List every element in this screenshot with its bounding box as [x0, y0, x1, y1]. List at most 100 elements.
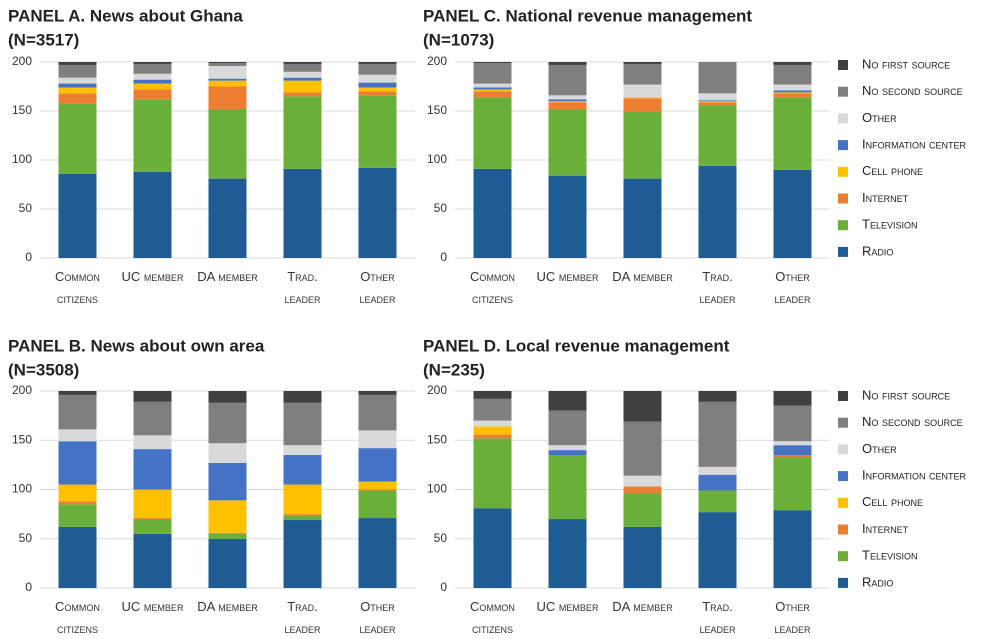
bar-segment	[473, 97, 512, 169]
legend-label: Internet	[862, 521, 909, 536]
bar-segment	[623, 493, 662, 527]
bar-segment	[283, 445, 322, 456]
bar-segment	[473, 508, 512, 588]
bar-segment	[473, 91, 512, 98]
x-tick-label: Other leader	[359, 269, 396, 306]
bar-segment	[208, 62, 247, 63]
bar-segment	[208, 62, 247, 66]
y-tick-label: 0	[440, 250, 447, 264]
bar-segment	[358, 430, 397, 449]
bar-segment	[58, 64, 97, 78]
x-tick-label: Common citizens	[470, 269, 515, 306]
y-tick-label: 50	[19, 531, 33, 545]
legend-swatch	[838, 140, 848, 151]
bar-segment	[473, 62, 512, 63]
y-tick-label: 100	[427, 152, 447, 166]
chart-subtitle: (N=235)	[423, 360, 485, 379]
y-tick-label: 0	[440, 580, 447, 594]
bar-segment	[208, 80, 247, 87]
bar-segment	[133, 435, 172, 450]
bar-segment	[208, 462, 247, 501]
bar-segment	[548, 391, 587, 411]
bar-segment	[623, 178, 662, 258]
bar-segment	[283, 71, 322, 78]
bar-segment	[358, 391, 397, 395]
bar-segment	[473, 62, 512, 84]
x-tick-label: Trad. leader	[699, 599, 736, 636]
bar-segment	[358, 91, 397, 96]
bar-segment	[283, 62, 322, 64]
bar-segment	[58, 77, 97, 84]
legend-swatch	[838, 86, 848, 97]
bar-segment	[773, 93, 812, 98]
bar-segment	[133, 79, 172, 84]
legend-swatch	[838, 113, 848, 124]
bar-segment	[133, 449, 172, 490]
y-tick-label: 0	[25, 580, 32, 594]
bar-segment	[548, 102, 587, 110]
bar-segment	[58, 93, 97, 104]
bar-segment	[58, 87, 97, 94]
x-tick-label: Other leader	[774, 599, 811, 636]
bar-segment	[623, 475, 662, 487]
bar-segment	[133, 171, 172, 258]
legend-label: Television	[862, 217, 917, 232]
bar-segment	[698, 165, 737, 258]
legend-swatch	[838, 524, 848, 535]
bar-segment	[698, 490, 737, 513]
bar-segment	[698, 105, 737, 166]
bar-segment	[623, 84, 662, 98]
bar-segment	[58, 83, 97, 88]
bar-segment	[773, 64, 812, 85]
legend-swatch	[838, 391, 848, 401]
bar-segment	[208, 391, 247, 403]
bar-segment	[358, 518, 397, 588]
chart-title: PANEL A. News about Ghana	[8, 6, 243, 25]
legend-swatch	[838, 166, 848, 177]
bar-segment	[698, 391, 737, 402]
bar-segment	[133, 401, 172, 436]
bar-segment	[773, 405, 812, 442]
x-tick-label: DA member	[197, 269, 258, 284]
bar-segment	[283, 515, 322, 521]
bar-segment	[548, 64, 587, 96]
bar-segment	[208, 78, 247, 81]
bar-segment	[773, 97, 812, 170]
x-tick-label: Trad. leader	[284, 269, 321, 306]
bar-segment	[773, 445, 812, 456]
bar-segment	[773, 391, 812, 406]
bar-segment	[358, 62, 397, 64]
bar-segment	[133, 99, 172, 172]
bar-segment	[208, 178, 247, 258]
bar-segment	[208, 500, 247, 533]
bar-segment	[283, 391, 322, 403]
bar-segment	[548, 62, 587, 65]
bar-segment	[623, 421, 662, 476]
bar-segment	[548, 455, 587, 520]
bar-segment	[473, 434, 512, 439]
legend-swatch	[838, 577, 848, 588]
bar-segment	[358, 95, 397, 168]
chart-title: PANEL C. National revenue management	[423, 6, 752, 25]
y-tick-label: 100	[12, 482, 32, 496]
bar-segment	[283, 92, 322, 97]
bar-segment	[58, 391, 97, 395]
bar-segment	[133, 533, 172, 588]
bar-segment	[548, 101, 587, 103]
y-tick-label: 200	[12, 383, 32, 397]
bar-segment	[623, 526, 662, 588]
y-tick-label: 50	[19, 201, 33, 215]
bar-segment	[58, 526, 97, 588]
bar-segment	[473, 168, 512, 258]
bar-segment	[208, 65, 247, 79]
y-tick-label: 50	[434, 531, 448, 545]
bar-segment	[358, 87, 397, 92]
y-tick-label: 100	[427, 482, 447, 496]
bar-segment	[358, 74, 397, 83]
bar-segment	[773, 169, 812, 258]
bar-segment	[773, 456, 812, 511]
bar-segment	[773, 441, 812, 446]
bar-segment	[623, 63, 662, 85]
